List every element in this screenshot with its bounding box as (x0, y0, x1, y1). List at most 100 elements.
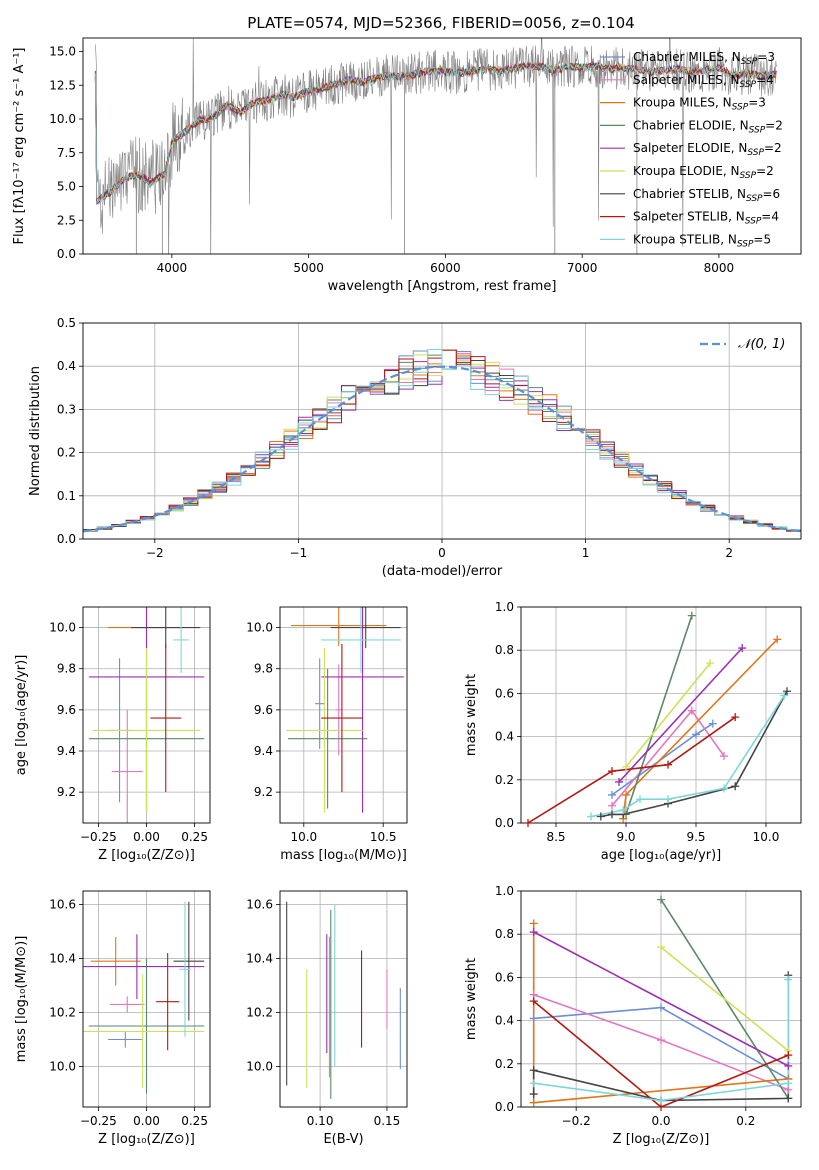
x-tick-label: 10.0 (753, 830, 780, 844)
x-tick-label: −2 (146, 546, 164, 560)
y-tick-label: 0.8 (495, 643, 514, 657)
y-tick-label: 0.6 (495, 970, 514, 984)
x-tick-label: 7000 (567, 261, 598, 275)
y-tick-label: 9.6 (254, 703, 273, 717)
x-tick-label: 0.15 (374, 1114, 401, 1128)
mass-vs-Z-frame (82, 890, 211, 1108)
point-marker (622, 790, 630, 799)
point-marker (608, 767, 616, 776)
x-tick-label: 9.0 (616, 830, 635, 844)
x-tick-label: −1 (290, 546, 308, 560)
x-tick-label: −0.2 (562, 1114, 591, 1128)
point-marker (529, 928, 538, 937)
weight-line-chabrier-stelib (600, 690, 788, 818)
y-tick-label: 2.5 (57, 213, 76, 227)
y-tick-label: 10.2 (246, 1006, 273, 1020)
point-marker (708, 719, 717, 728)
x-tick-label: 9.5 (686, 830, 705, 844)
observed-spectrum (95, 38, 777, 254)
mass-vs-EBV-plot-area (286, 901, 401, 1099)
point-marker (657, 895, 665, 904)
y-tick-label: 0.4 (57, 359, 76, 373)
x-tick-label: 0.2 (736, 1114, 755, 1128)
weight-line-salpeter-elodie (533, 931, 789, 1067)
age-vs-mass-grid (280, 607, 407, 823)
weight-line-kroupa-elodie (660, 946, 789, 1052)
x-axis-label: Z [log₁₀(Z/Z⊙)] (613, 1132, 710, 1147)
x-tick-label: 0.00 (133, 1114, 160, 1128)
x-tick-label: 8.5 (546, 830, 565, 844)
y-axis-label: mass [log₁₀(M/M⊙)] (14, 936, 29, 1063)
y-tick-label: 0.2 (57, 446, 76, 460)
y-axis-label: age [log₁₀(age/yr)] (14, 655, 29, 776)
point-marker (529, 1079, 538, 1088)
point-marker (773, 635, 782, 644)
y-axis-label: mass weight (464, 674, 479, 756)
point-marker (529, 997, 538, 1006)
point-marker (738, 644, 747, 653)
point-marker (608, 810, 616, 819)
point-marker (664, 795, 672, 804)
y-tick-label: 0.4 (495, 730, 514, 744)
legend-entry: Salpeter ELODIE, NSSP=2 (633, 141, 782, 158)
y-tick-label: 12.5 (49, 78, 76, 92)
point-marker (664, 760, 672, 769)
point-marker (529, 1098, 538, 1107)
legend-entry: Kroupa ELODIE, NSSP=2 (633, 164, 774, 181)
point-marker (636, 795, 644, 804)
y-tick-label: 0.8 (495, 927, 514, 941)
point-marker (619, 806, 628, 815)
legend-entry: 𝒩(0, 1) (738, 337, 785, 352)
spectrum-plot-area (94, 38, 777, 254)
point-marker (720, 752, 728, 761)
point-marker (784, 975, 793, 984)
point-marker (657, 1003, 665, 1012)
y-tick-label: 5.0 (57, 180, 76, 194)
age-vs-Z-ticks: −0.25 0.00 0.25 9.2 9.4 9.6 9.8 10.0 (49, 621, 208, 844)
point-marker (529, 1014, 538, 1023)
model-spectrum-kroupa-stelib (94, 62, 777, 204)
point-marker (692, 730, 700, 739)
weight-vs-age-panel: 8.5 9.0 9.5 10.0 0.0 0.2 0.4 0.6 0.8 1.0 age [log₁… (464, 600, 802, 863)
legend-entry: Kroupa MILES, NSSP=3 (633, 96, 766, 113)
spectrum-legend: Chabrier MILES, NSSP=3 Salpeter MILES, NS… (600, 50, 783, 249)
point-marker (784, 1051, 793, 1060)
x-tick-label: 0.25 (181, 830, 208, 844)
point-marker (608, 801, 616, 810)
y-tick-label: 10.6 (49, 898, 76, 912)
age-vs-Z-frame (82, 606, 211, 824)
y-tick-label: 10.0 (49, 621, 76, 635)
point-marker (687, 706, 696, 715)
age-vs-mass-ticks: 10.0 10.5 9.2 9.4 9.6 9.8 10.0 (246, 621, 396, 844)
point-marker (783, 687, 791, 696)
y-tick-label: 1.0 (495, 600, 514, 614)
x-tick-label: 4000 (157, 261, 188, 275)
weight-vs-age-grid (521, 606, 801, 824)
point-marker (529, 919, 538, 928)
x-axis-label: E(B-V) (323, 1132, 363, 1147)
point-marker (780, 691, 789, 700)
mass-vs-EBV-grid (280, 891, 407, 1107)
x-tick-label: 10.0 (290, 830, 317, 844)
point-marker (615, 777, 623, 786)
age-vs-Z-plot-area (88, 607, 205, 823)
point-marker (706, 659, 714, 668)
y-tick-label: 0.0 (57, 247, 76, 261)
age-vs-mass-panel: 10.0 10.5 9.2 9.4 9.6 9.8 10.0 mass [log₁₀(M/M⊙… (246, 606, 408, 863)
point-marker (784, 1061, 793, 1070)
x-axis-label: Z [log₁₀(Z/Z⊙)] (98, 1132, 195, 1147)
point-marker (622, 762, 630, 771)
y-tick-label: 10.0 (246, 1060, 273, 1074)
x-tick-label: −0.25 (80, 1114, 117, 1128)
y-tick-label: 0.2 (495, 773, 514, 787)
y-tick-label: 10.0 (49, 112, 76, 126)
x-tick-label: 8000 (704, 261, 735, 275)
y-tick-label: 9.8 (254, 662, 273, 676)
y-axis-label: Normed distribution (28, 366, 43, 496)
y-tick-label: 10.4 (246, 952, 273, 966)
point-marker (657, 1036, 665, 1045)
residuals-legend: 𝒩(0, 1) (700, 337, 785, 352)
mass-vs-EBV-frame (279, 890, 408, 1108)
x-tick-label: 0.00 (133, 830, 160, 844)
